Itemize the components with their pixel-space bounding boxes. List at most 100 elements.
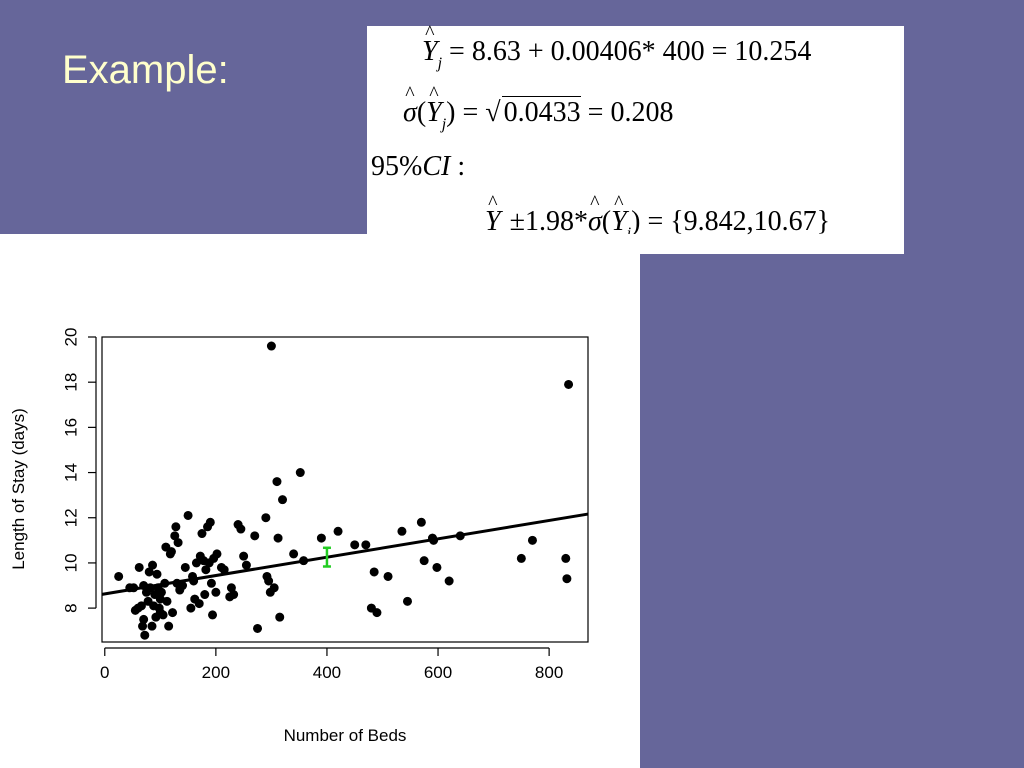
- formula-rhs: = 8.63 + 0.00406* 400 = 10.254: [449, 36, 812, 67]
- data-point: [444, 576, 454, 586]
- data-point: [253, 623, 263, 633]
- sqrt-radicand: 0.0433: [501, 96, 581, 128]
- data-point: [212, 549, 222, 559]
- data-point: [419, 556, 429, 566]
- data-point: [236, 524, 246, 534]
- close-paren: ): [446, 97, 456, 128]
- data-point: [350, 540, 360, 550]
- data-point: [333, 526, 343, 536]
- data-point: [361, 540, 371, 550]
- y-tick-label: 16: [61, 418, 80, 437]
- data-point: [139, 614, 149, 624]
- confidence-interval-bar: [322, 546, 331, 568]
- scatter-chart: 8 10 12 14 16 18 20 0 200 400 600 800 Number of Be…: [9, 328, 589, 745]
- data-point: [266, 341, 276, 351]
- subscript: j: [441, 116, 447, 133]
- data-point: [173, 538, 183, 548]
- chart-panel: 8 10 12 14 16 18 20 0 200 400 600 800 Number of Be…: [0, 234, 640, 768]
- x-tick-label: 400: [313, 663, 341, 682]
- formula-line-ci-label: 95%CI :: [371, 151, 465, 183]
- data-point: [168, 608, 178, 618]
- equals-sign: =: [462, 97, 479, 128]
- formula-rhs: = 0.208: [587, 97, 674, 128]
- y-tick-label: 10: [61, 553, 80, 572]
- data-point: [200, 590, 210, 600]
- y-tick-label: 8: [61, 603, 80, 612]
- plus-minus-multiplier: ±1.98*: [509, 206, 588, 237]
- data-point: [562, 574, 572, 584]
- data-point: [162, 596, 172, 606]
- data-point: [516, 553, 526, 563]
- sqrt-icon: √: [485, 97, 501, 128]
- data-point: [194, 599, 204, 609]
- data-point: [416, 517, 426, 527]
- y-tick-label: 18: [61, 373, 80, 392]
- data-point: [316, 533, 326, 543]
- data-point: [383, 571, 393, 581]
- data-point: [272, 477, 282, 487]
- data-point: [134, 562, 144, 572]
- data-point: [402, 596, 412, 606]
- formula-line-ci-interval: Y. ±1.98*σ(Yj) = {9.842,10.67}: [485, 206, 830, 243]
- regression-line: [101, 512, 589, 596]
- data-point: [136, 601, 146, 611]
- formula-line-std-error: σ(Yj) = √0.0433 = 0.208: [403, 96, 673, 134]
- x-tick-label: 800: [535, 663, 563, 682]
- close-paren: ): [631, 206, 641, 237]
- open-paren: (: [416, 97, 427, 128]
- data-point: [295, 468, 305, 478]
- data-point: [273, 533, 283, 543]
- data-point: [397, 526, 407, 536]
- data-point: [197, 529, 207, 539]
- data-point: [206, 578, 216, 588]
- x-axis-label: Number of Beds: [284, 726, 407, 745]
- slide-title: Example:: [62, 48, 229, 92]
- open-paren: (: [601, 206, 612, 237]
- data-point: [140, 630, 150, 640]
- data-point: [171, 522, 181, 532]
- data-point: [229, 590, 239, 600]
- ci-text: CI: [422, 151, 451, 182]
- data-point: [211, 587, 221, 597]
- data-point: [241, 560, 251, 570]
- data-point: [186, 603, 196, 613]
- x-tick-label: 600: [424, 663, 452, 682]
- data-point: [180, 562, 190, 572]
- data-point: [208, 610, 218, 620]
- y-axis-label: Length of Stay (days): [9, 408, 28, 570]
- formula-box: Yj = 8.63 + 0.00406* 400 = 10.254 σ(Yj) …: [367, 26, 904, 254]
- data-point: [278, 495, 288, 505]
- data-point: [564, 379, 574, 389]
- x-tick-label: 200: [202, 663, 230, 682]
- subscript: j: [627, 225, 631, 242]
- yhat-symbol: Y: [426, 97, 442, 129]
- yhat-symbol: Y: [422, 36, 438, 68]
- data-point: [261, 513, 271, 523]
- data-point: [166, 547, 176, 557]
- formula-line-fitted-value: Yj = 8.63 + 0.00406* 400 = 10.254: [422, 36, 811, 73]
- data-point: [148, 560, 158, 570]
- data-point: [158, 610, 168, 620]
- yhat-symbol: Y: [611, 206, 627, 238]
- data-point: [289, 549, 299, 559]
- y-tick-label: 12: [61, 508, 80, 527]
- data-point: [205, 517, 215, 527]
- ci-percent: 95%: [371, 151, 423, 182]
- data-point: [432, 562, 442, 572]
- data-point: [114, 571, 124, 581]
- data-point: [561, 553, 571, 563]
- formula-rhs: = {9.842,10.67}: [647, 206, 831, 237]
- sigma-hat-symbol: σ: [403, 97, 417, 129]
- data-point: [264, 576, 274, 586]
- data-point: [164, 621, 174, 631]
- data-point: [239, 551, 249, 561]
- plot-frame: [101, 336, 589, 643]
- y-tick-label: 20: [61, 328, 80, 347]
- data-point: [372, 608, 382, 618]
- sigma-hat-symbol: σ: [588, 206, 602, 238]
- subscript: j: [437, 55, 443, 72]
- data-point: [269, 583, 279, 593]
- x-tick-label: 0: [100, 663, 109, 682]
- data-point: [369, 567, 379, 577]
- data-point: [527, 535, 537, 545]
